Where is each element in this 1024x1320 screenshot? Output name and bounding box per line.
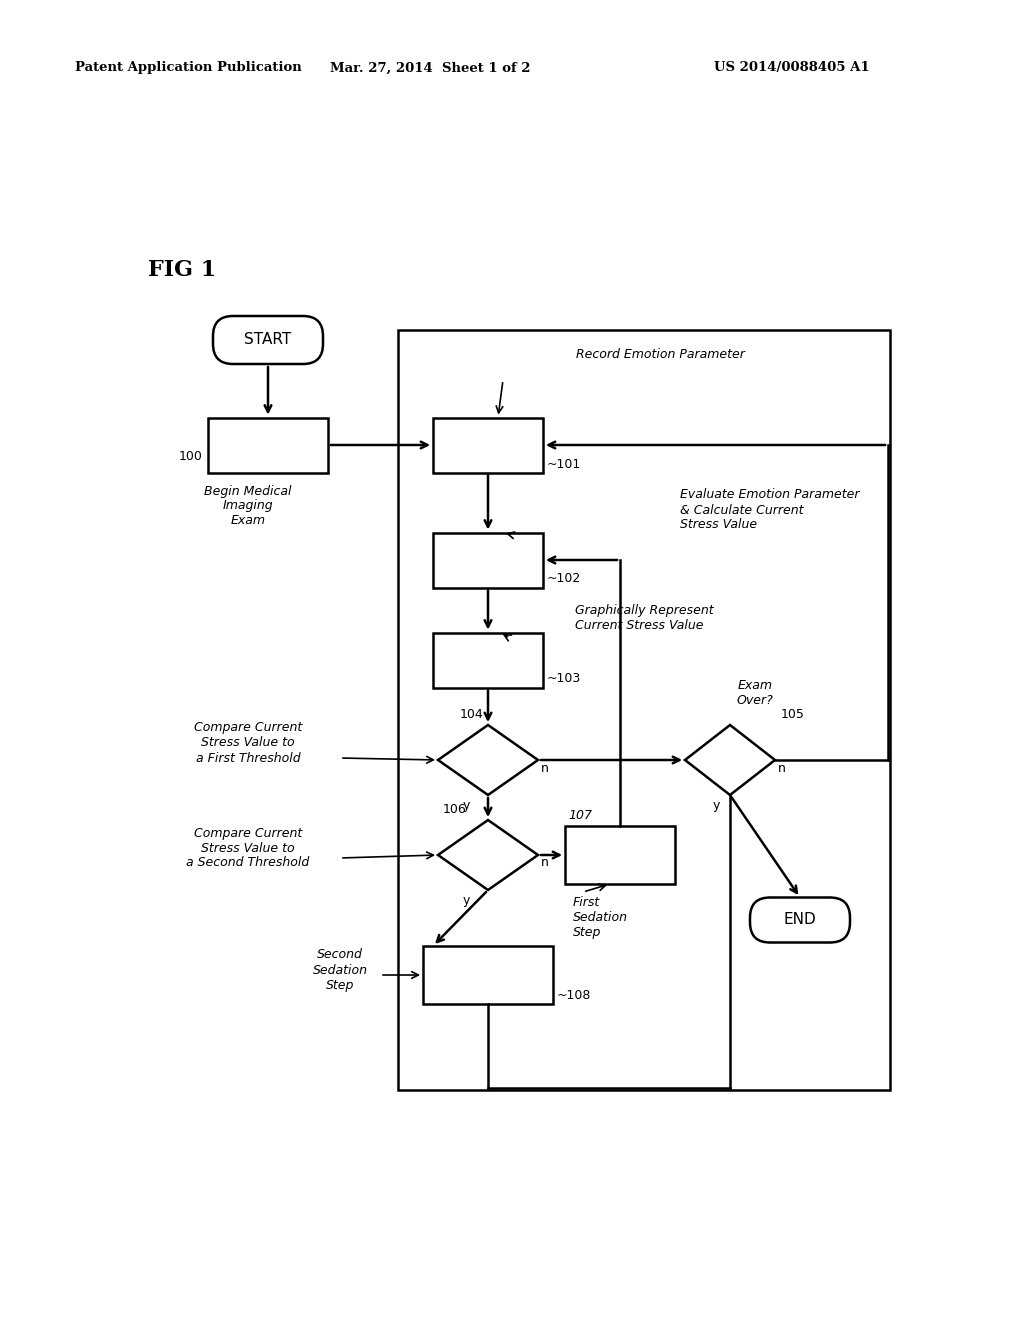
Bar: [423, 946, 553, 1005]
Bar: [433, 632, 543, 688]
Text: ~101: ~101: [547, 458, 582, 470]
Text: US 2014/0088405 A1: US 2014/0088405 A1: [715, 62, 870, 74]
Text: ~102: ~102: [547, 573, 582, 586]
Text: FIG 1: FIG 1: [148, 259, 216, 281]
Text: 107: 107: [568, 809, 592, 822]
Text: 106: 106: [443, 803, 467, 816]
Polygon shape: [685, 725, 775, 795]
FancyBboxPatch shape: [213, 315, 323, 364]
Text: Exam
Over?: Exam Over?: [736, 678, 773, 708]
Text: n: n: [541, 762, 549, 775]
Text: Evaluate Emotion Parameter
& Calculate Current
Stress Value: Evaluate Emotion Parameter & Calculate C…: [680, 488, 859, 532]
Text: Record Emotion Parameter: Record Emotion Parameter: [575, 348, 744, 362]
FancyBboxPatch shape: [750, 898, 850, 942]
Text: ~108: ~108: [557, 989, 592, 1002]
Text: n: n: [541, 857, 549, 870]
Text: Second
Sedation
Step: Second Sedation Step: [312, 949, 368, 991]
Text: START: START: [245, 333, 292, 347]
Text: n: n: [778, 762, 785, 775]
Text: Patent Application Publication: Patent Application Publication: [75, 62, 302, 74]
Text: y: y: [463, 799, 470, 812]
Text: Compare Current
Stress Value to
a First Threshold: Compare Current Stress Value to a First …: [194, 722, 302, 764]
Text: Graphically Represent
Current Stress Value: Graphically Represent Current Stress Val…: [575, 605, 714, 632]
Bar: [433, 417, 543, 473]
Bar: [565, 826, 675, 884]
Bar: [433, 532, 543, 587]
Bar: [398, 330, 890, 1090]
Text: 105: 105: [781, 708, 805, 721]
Text: Begin Medical
Imaging
Exam: Begin Medical Imaging Exam: [204, 484, 292, 528]
Text: Mar. 27, 2014  Sheet 1 of 2: Mar. 27, 2014 Sheet 1 of 2: [330, 62, 530, 74]
Text: y: y: [463, 894, 470, 907]
Text: 104: 104: [459, 708, 483, 721]
Polygon shape: [438, 820, 538, 890]
Text: 100: 100: [179, 450, 203, 463]
Bar: [208, 417, 328, 473]
Text: First
Sedation
Step: First Sedation Step: [573, 896, 628, 939]
Text: ~103: ~103: [547, 672, 582, 685]
Polygon shape: [438, 725, 538, 795]
Text: Compare Current
Stress Value to
a Second Threshold: Compare Current Stress Value to a Second…: [186, 826, 309, 870]
Text: y: y: [713, 799, 720, 812]
Text: END: END: [783, 912, 816, 928]
